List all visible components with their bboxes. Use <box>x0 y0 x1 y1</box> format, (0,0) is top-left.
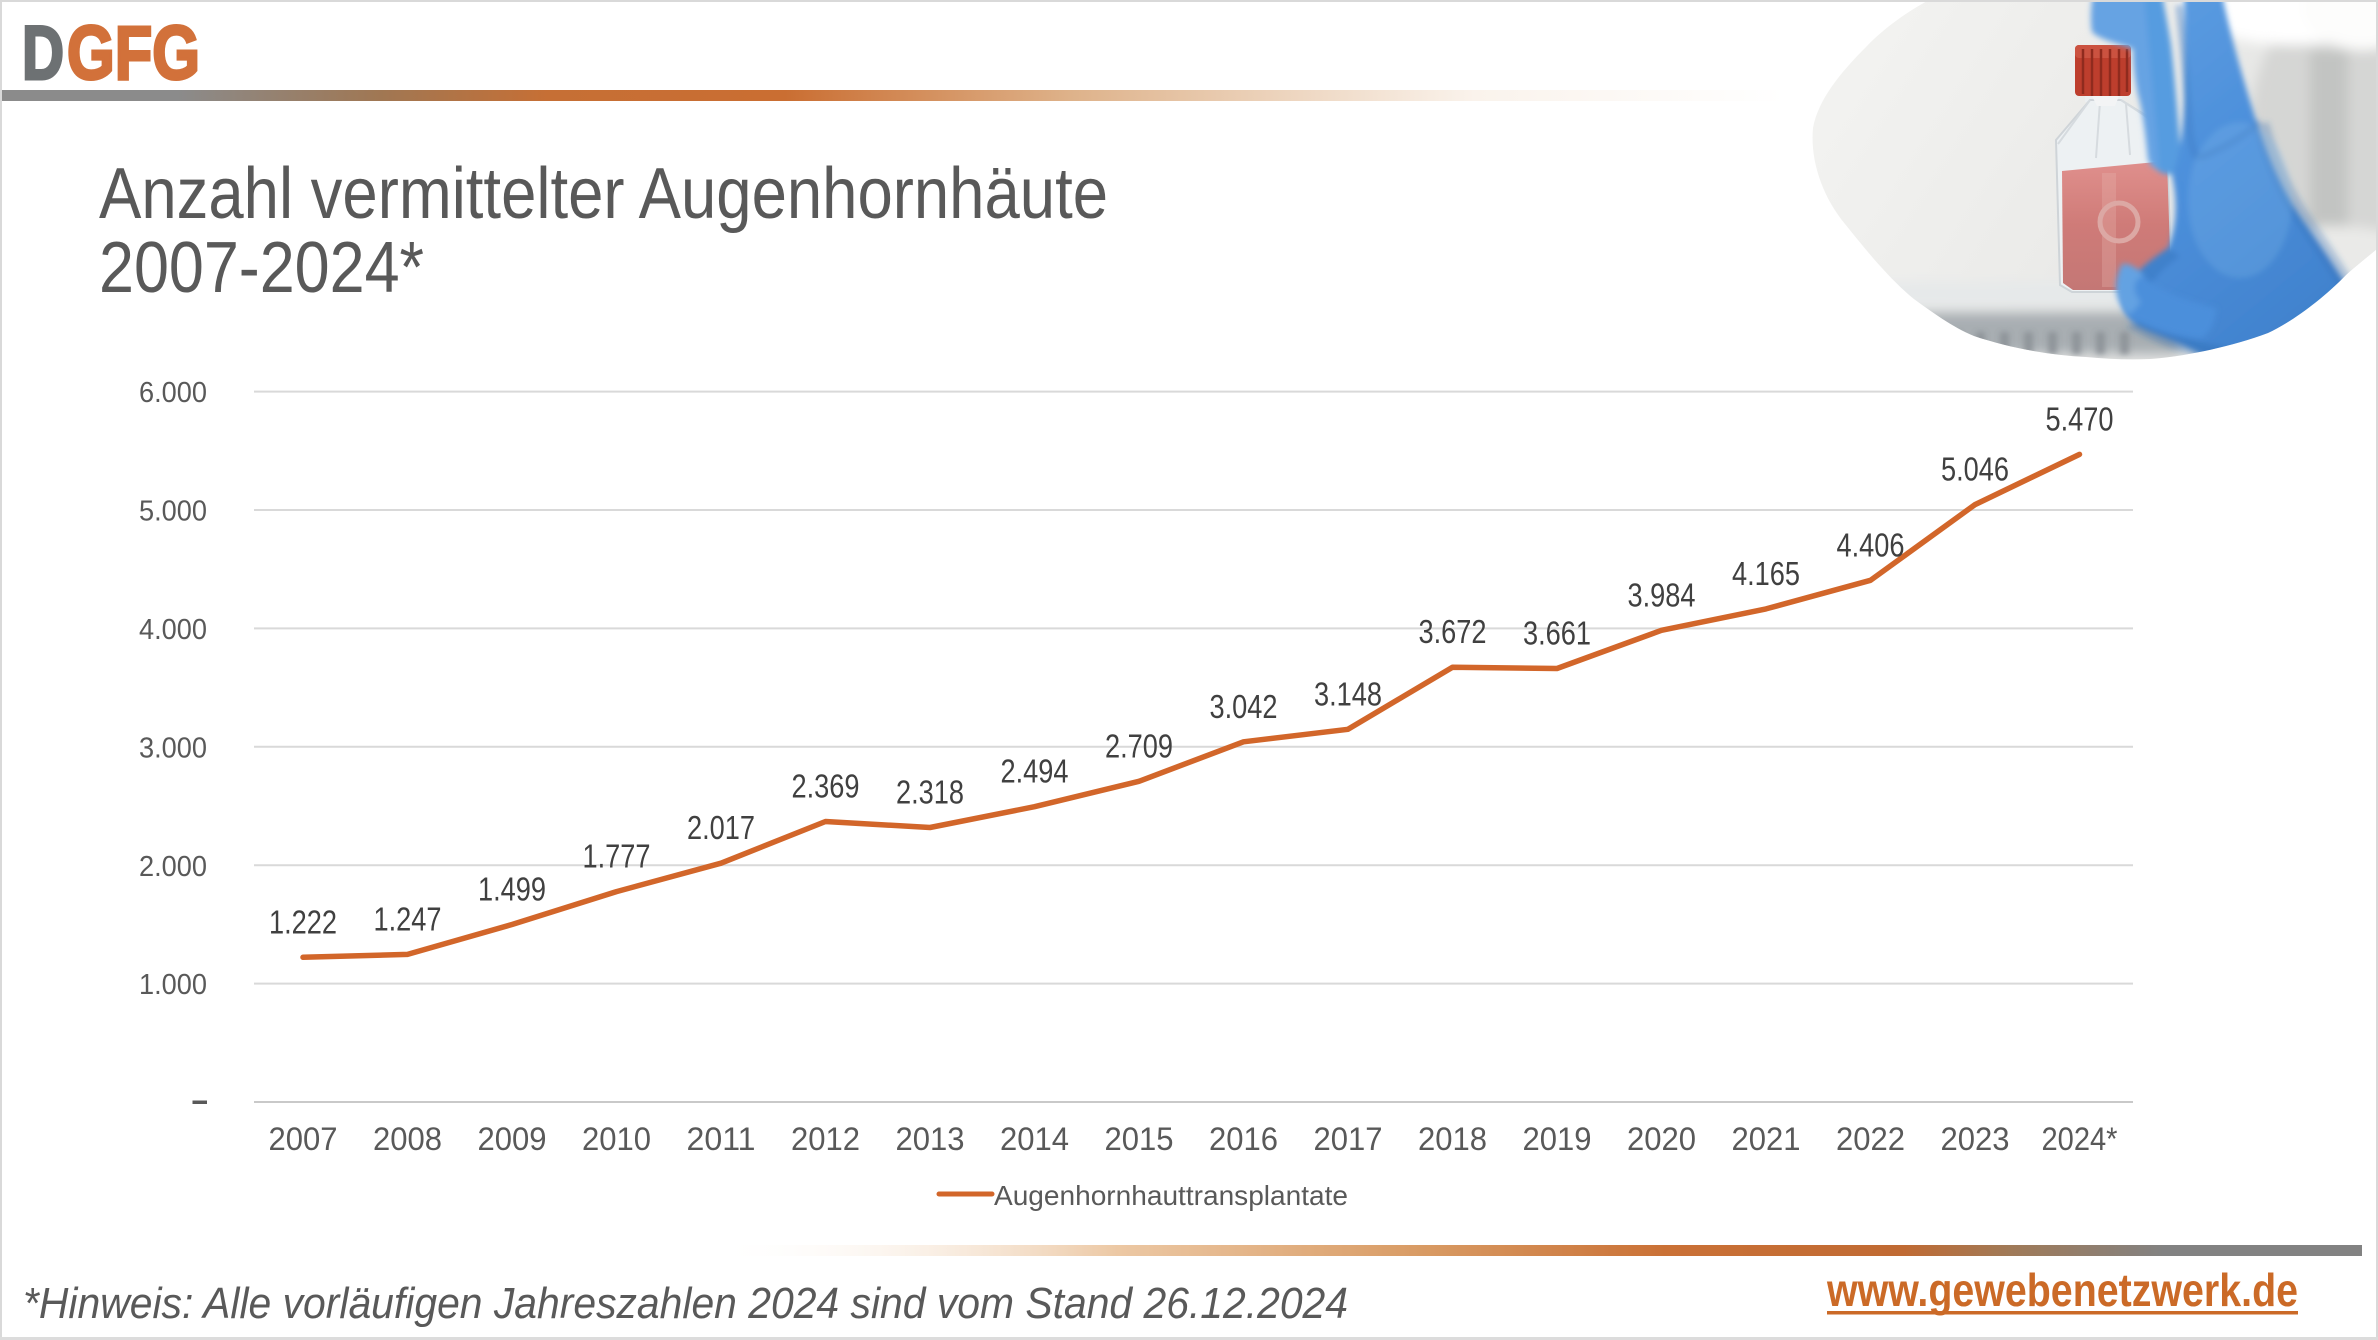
svg-text:2024*: 2024* <box>2042 1121 2118 1157</box>
svg-text:GFG: GFG <box>67 11 200 96</box>
svg-text:2023: 2023 <box>1941 1121 2010 1157</box>
svg-text:www.gewebenetzwerk.de: www.gewebenetzwerk.de <box>1826 1264 2298 1316</box>
svg-text:2021: 2021 <box>1732 1121 1801 1157</box>
svg-text:2015: 2015 <box>1105 1121 1174 1157</box>
svg-text:2014: 2014 <box>1000 1121 1069 1157</box>
svg-text:3.661: 3.661 <box>1523 615 1591 652</box>
svg-text:2011: 2011 <box>687 1121 756 1157</box>
svg-text:4.406: 4.406 <box>1837 526 1905 563</box>
svg-text:1.499: 1.499 <box>478 871 546 908</box>
svg-text:4.000: 4.000 <box>139 614 207 646</box>
svg-text:2016: 2016 <box>1209 1121 1278 1157</box>
svg-text:2.318: 2.318 <box>896 774 964 811</box>
svg-text:2007: 2007 <box>269 1121 338 1157</box>
svg-text:*Hinweis: Alle vorläufigen Jah: *Hinweis: Alle vorläufigen Jahreszahlen … <box>23 1279 1348 1328</box>
svg-text:2.494: 2.494 <box>1001 753 1069 790</box>
svg-text:2.000: 2.000 <box>139 851 207 883</box>
svg-text:1.000: 1.000 <box>139 969 207 1001</box>
svg-text:3.148: 3.148 <box>1314 675 1382 712</box>
svg-text:D: D <box>22 11 64 96</box>
svg-text:3.672: 3.672 <box>1419 613 1487 650</box>
svg-text:1.222: 1.222 <box>269 903 337 940</box>
svg-text:2020: 2020 <box>1627 1121 1696 1157</box>
svg-text:5.470: 5.470 <box>2046 400 2114 437</box>
svg-text:4.165: 4.165 <box>1732 555 1800 592</box>
svg-text:2012: 2012 <box>791 1121 860 1157</box>
svg-text:2.017: 2.017 <box>687 809 755 846</box>
svg-text:3.984: 3.984 <box>1628 576 1696 613</box>
svg-text:2.709: 2.709 <box>1105 727 1173 764</box>
svg-text:2013: 2013 <box>896 1121 965 1157</box>
svg-text:2009: 2009 <box>478 1121 547 1157</box>
svg-text:5.000: 5.000 <box>139 496 207 528</box>
svg-text:2018: 2018 <box>1418 1121 1487 1157</box>
svg-text:2022: 2022 <box>1836 1121 1905 1157</box>
svg-text:2017: 2017 <box>1314 1121 1383 1157</box>
svg-text:2.369: 2.369 <box>792 768 860 805</box>
svg-text:3.042: 3.042 <box>1210 688 1278 725</box>
svg-text:2010: 2010 <box>582 1121 651 1157</box>
svg-text:1.247: 1.247 <box>374 900 442 937</box>
svg-text:5.046: 5.046 <box>1941 451 2009 488</box>
svg-text:2007-2024*: 2007-2024* <box>99 228 424 308</box>
svg-text:2019: 2019 <box>1523 1121 1592 1157</box>
svg-text:3.000: 3.000 <box>139 732 207 764</box>
svg-text:6.000: 6.000 <box>139 377 207 409</box>
svg-text:2008: 2008 <box>373 1121 442 1157</box>
svg-text:Anzahl vermittelter Augenhornh: Anzahl vermittelter Augenhornhäute <box>99 154 1108 234</box>
svg-text:Augenhornhauttransplantate: Augenhornhauttransplantate <box>994 1180 1348 1211</box>
svg-text:1.777: 1.777 <box>583 838 651 875</box>
